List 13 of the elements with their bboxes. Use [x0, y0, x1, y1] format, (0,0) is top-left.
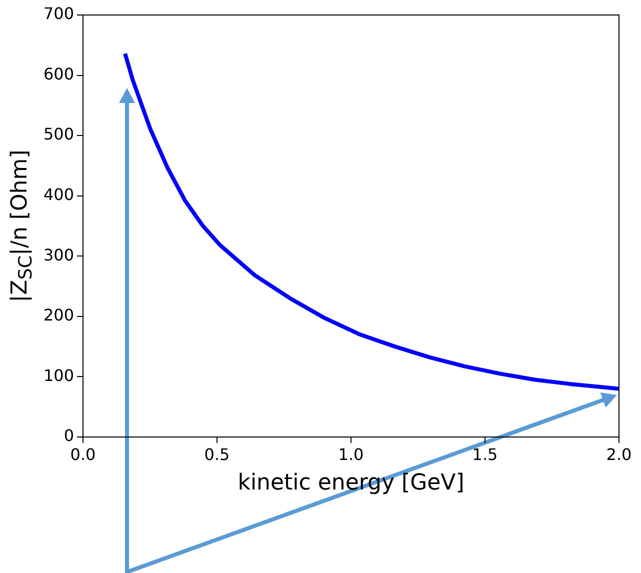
- y-tick-label: 100: [43, 366, 74, 385]
- y-tick-label: 700: [43, 4, 74, 24]
- y-tick-label: 0: [64, 426, 74, 446]
- x-tick-label: 0.5: [204, 444, 230, 464]
- x-tick-label: 2.0: [606, 444, 632, 464]
- x-tick-label: 0.0: [70, 444, 96, 464]
- y-tick-label: 500: [43, 124, 74, 144]
- y-tick-label: 400: [43, 185, 74, 204]
- x-tick-label: 1.5: [472, 444, 498, 464]
- x-tick-label: 1.0: [338, 444, 364, 464]
- y-tick-label: 600: [43, 64, 74, 84]
- y-tick-label: 200: [43, 306, 74, 325]
- y-tick-label: 300: [43, 245, 74, 264]
